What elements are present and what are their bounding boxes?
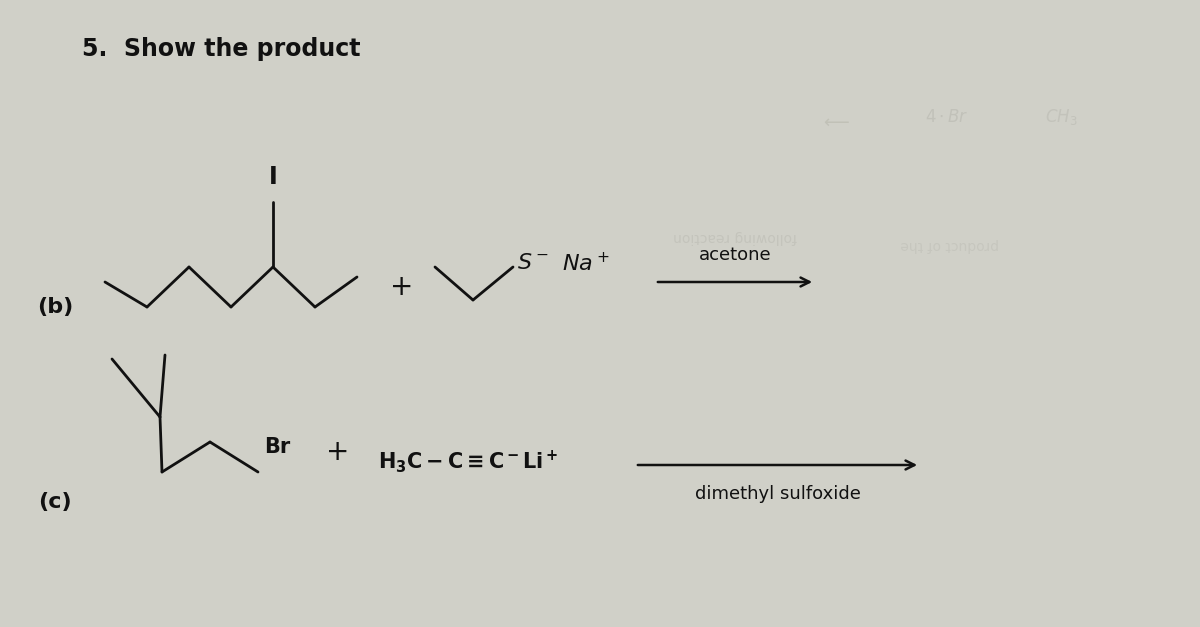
Text: (b): (b) bbox=[37, 297, 73, 317]
Text: acetone: acetone bbox=[698, 246, 772, 264]
Text: $\longleftarrow$: $\longleftarrow$ bbox=[820, 113, 851, 131]
Text: dimethyl sulfoxide: dimethyl sulfoxide bbox=[695, 485, 860, 503]
Text: Br: Br bbox=[264, 437, 290, 457]
Text: $\mathit{CH_3}$: $\mathit{CH_3}$ bbox=[1045, 107, 1078, 127]
Text: I: I bbox=[269, 165, 277, 189]
Text: +: + bbox=[390, 273, 414, 301]
Text: $\mathregular{H_3C-C\equiv C^-Li^+}$: $\mathregular{H_3C-C\equiv C^-Li^+}$ bbox=[378, 448, 558, 475]
Text: 5.  Show the product: 5. Show the product bbox=[82, 37, 360, 61]
Text: $Na^+$: $Na^+$ bbox=[562, 251, 610, 275]
Text: following reaction: following reaction bbox=[673, 230, 797, 244]
Text: (c): (c) bbox=[38, 492, 72, 512]
Text: product of the: product of the bbox=[901, 238, 1000, 252]
Text: +: + bbox=[326, 438, 349, 466]
Text: $S^-$: $S^-$ bbox=[517, 253, 550, 273]
Text: $\mathit{4 \cdot Br}$: $\mathit{4 \cdot Br}$ bbox=[925, 108, 968, 126]
